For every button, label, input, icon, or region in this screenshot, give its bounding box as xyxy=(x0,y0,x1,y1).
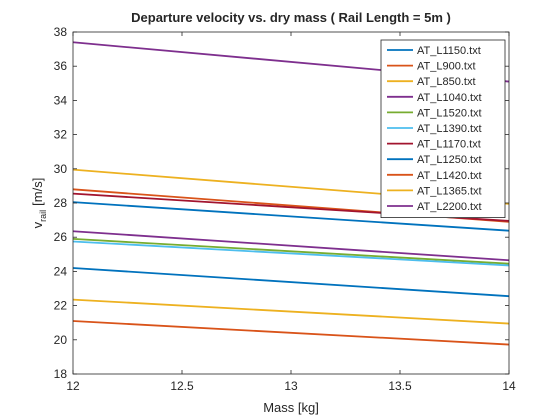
y-axis-label-main: v xyxy=(30,221,45,228)
y-tick-label: 28 xyxy=(54,196,68,210)
chart-title: Departure velocity vs. dry mass ( Rail L… xyxy=(131,10,451,25)
legend-entry: AT_L1040.txt xyxy=(417,92,482,104)
x-tick-label: 13.5 xyxy=(388,379,412,393)
y-tick-label: 34 xyxy=(54,93,68,107)
legend-entry: AT_L900.txt xyxy=(417,61,476,73)
y-tick-label: 26 xyxy=(54,230,68,244)
legend-entry: AT_L1170.txt xyxy=(417,139,481,151)
series-line-6 xyxy=(72,240,510,267)
y-tick-label: 30 xyxy=(54,162,68,176)
y-axis-label: vrail [m/s] xyxy=(30,178,48,229)
y-tick-label: 18 xyxy=(54,367,68,381)
series-line-9 xyxy=(72,320,510,346)
x-tick-label: 13 xyxy=(284,379,298,393)
series-line-10 xyxy=(72,298,510,325)
legend-entry: AT_L1150.txt xyxy=(417,45,481,57)
x-axis-label: Mass [kg] xyxy=(263,400,319,415)
series-line-8 xyxy=(72,267,510,298)
y-tick-label: 20 xyxy=(54,333,68,347)
legend-entry: AT_L1420.txt xyxy=(417,170,482,182)
series-line-5 xyxy=(72,238,510,265)
x-tick-label: 14 xyxy=(502,379,516,393)
axes-layer: 12 12.5 13 13.5 14 18 20 22 24 26 28 30 32 34 36 38 xyxy=(54,25,516,393)
legend-entry: AT_L1250.txt xyxy=(417,154,482,166)
y-tick-label: 36 xyxy=(54,59,68,73)
y-tick-label: 24 xyxy=(54,264,68,278)
legend-entry: AT_L1520.txt xyxy=(417,107,482,119)
x-tick-label: 12 xyxy=(66,379,80,393)
y-tick-label: 32 xyxy=(54,128,68,142)
legend: AT_L1150.txt AT_L900.txt AT_L850.txt AT_L10… xyxy=(380,39,506,219)
series-line-4 xyxy=(72,230,510,262)
legend-entry: AT_L2200.txt xyxy=(417,201,482,213)
legend-entry: AT_L1365.txt xyxy=(417,185,482,197)
legend-entry: AT_L1390.txt xyxy=(417,123,482,135)
y-axis-label-subscript: rail xyxy=(38,210,48,222)
y-tick-label: 22 xyxy=(54,299,68,313)
y-tick-label: 38 xyxy=(54,25,68,39)
series-line-1 xyxy=(72,201,510,232)
x-tick-label: 12.5 xyxy=(170,379,194,393)
legend-entry: AT_L850.txt xyxy=(417,76,476,88)
y-axis-label-unit: [m/s] xyxy=(30,178,45,206)
